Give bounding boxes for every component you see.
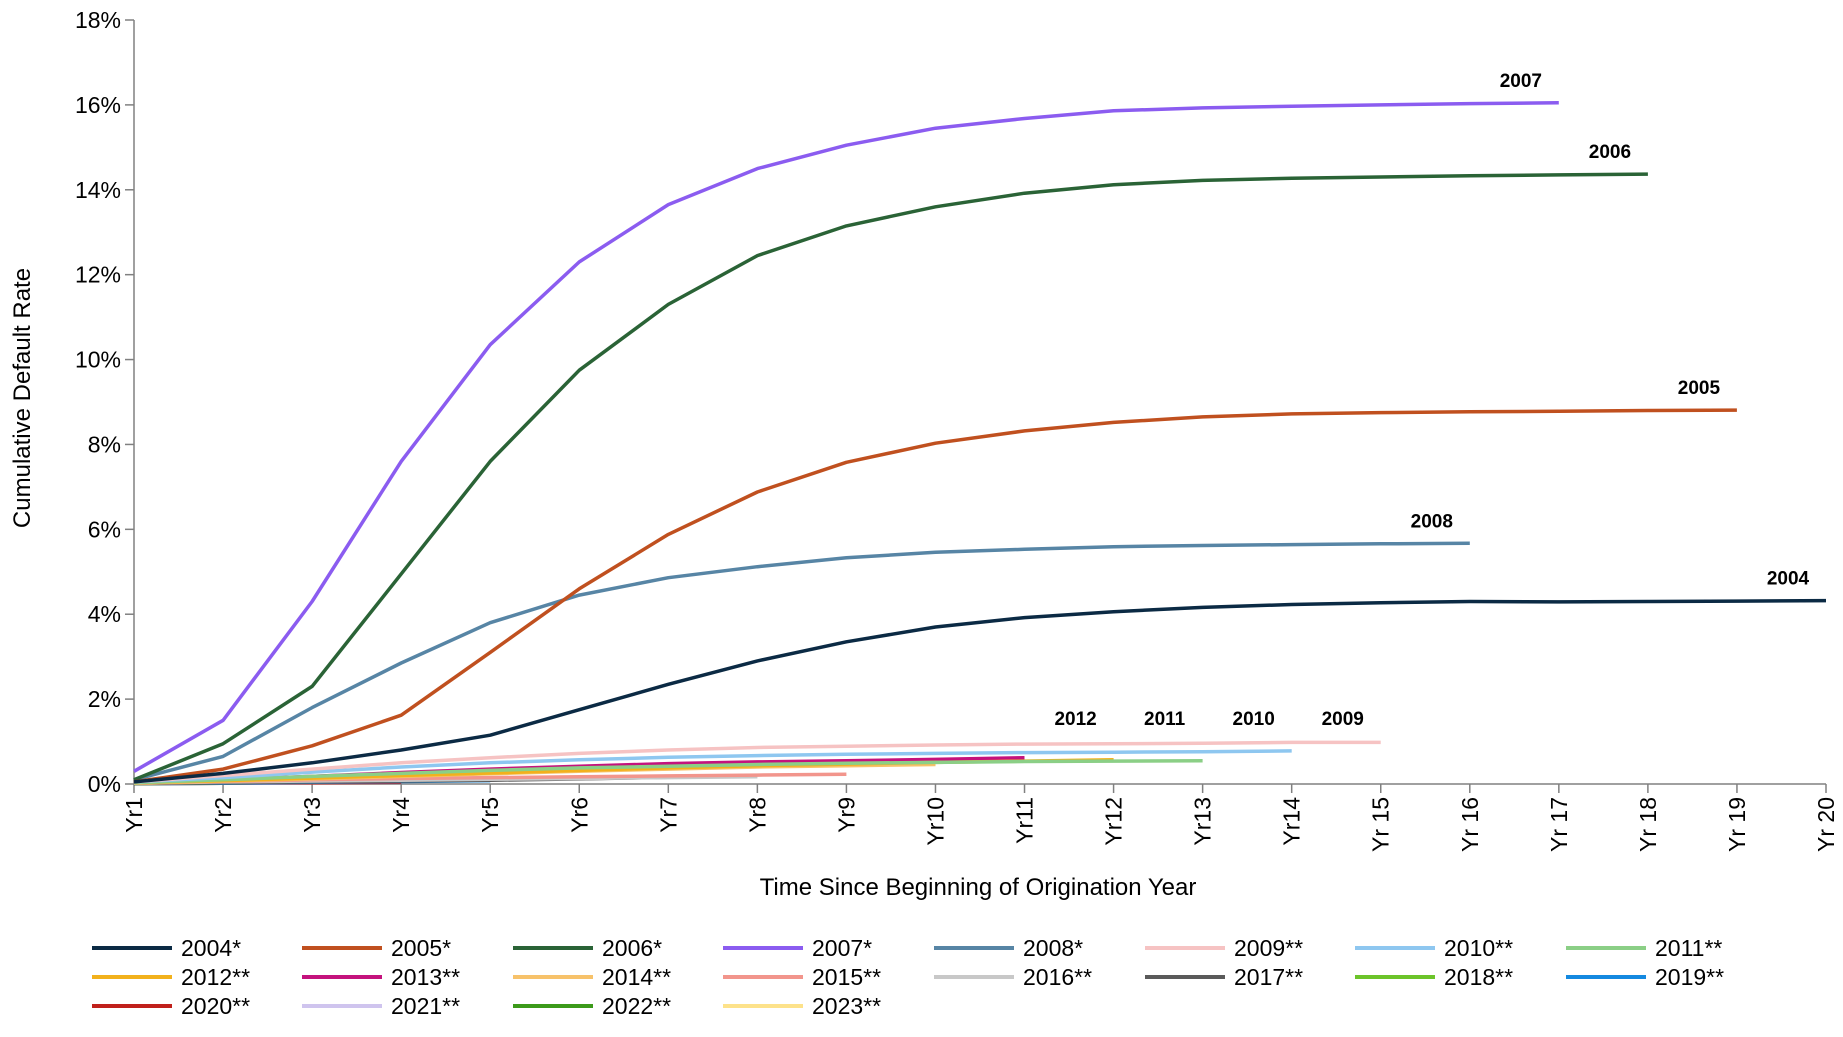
series-end-label: 2010 bbox=[1233, 709, 1275, 730]
x-axis-title: Time Since Beginning of Origination Year bbox=[760, 874, 1197, 901]
y-tick-label: 10% bbox=[75, 347, 121, 373]
x-tick-label: Yr4 bbox=[388, 797, 414, 833]
legend-label: 2020** bbox=[181, 993, 250, 1019]
x-tick-label: Yr12 bbox=[1101, 797, 1127, 846]
series-end-label: 2011 bbox=[1144, 709, 1186, 730]
legend-label: 2007* bbox=[812, 935, 872, 961]
series-end-label: 2006 bbox=[1589, 142, 1631, 163]
series-line-2005 bbox=[134, 410, 1737, 782]
legend-label: 2006* bbox=[602, 935, 662, 961]
x-tick-label: Yr 15 bbox=[1368, 797, 1394, 852]
y-tick-label: 12% bbox=[75, 262, 121, 288]
legend-label: 2010** bbox=[1444, 935, 1513, 961]
end-labels: 2004 2005 2006 2007 2008 2009 2010 2011 2012 bbox=[1054, 71, 1809, 730]
x-tick-label: Yr9 bbox=[833, 797, 859, 833]
series-line-2006 bbox=[134, 174, 1648, 780]
legend-label: 2012** bbox=[181, 964, 250, 990]
legend-label: 2008* bbox=[1023, 935, 1083, 961]
y-tick-label: 8% bbox=[88, 431, 121, 457]
x-tick-label: Yr14 bbox=[1279, 797, 1305, 846]
x-tick-label: Yr 16 bbox=[1457, 797, 1483, 852]
series-layer bbox=[134, 103, 1826, 784]
legend-label: 2004* bbox=[181, 935, 241, 961]
legend: 2004* 2005* 2006* 2007* 2008* 2009** 2010** 201… bbox=[92, 935, 1724, 1019]
x-tick-label: Yr6 bbox=[566, 797, 592, 833]
legend-label: 2018** bbox=[1444, 964, 1513, 990]
series-end-label: 2008 bbox=[1411, 511, 1453, 532]
legend-label: 2015** bbox=[812, 964, 881, 990]
legend-label: 2005* bbox=[391, 935, 451, 961]
series-end-label: 2007 bbox=[1500, 71, 1542, 92]
y-tick-label: 0% bbox=[88, 771, 121, 797]
y-axis-title: Cumulative Default Rate bbox=[9, 268, 36, 528]
x-tick-label: Yr2 bbox=[210, 797, 236, 833]
x-tick-label: Yr 18 bbox=[1635, 797, 1661, 852]
axes: 0% 2% 4% 6% 8% 10% 12% 14% 16% 18% Yr1 Yr2 Yr3 Yr4 Yr5… bbox=[75, 7, 1839, 852]
series-end-label: 2009 bbox=[1322, 709, 1364, 730]
legend-label: 2022** bbox=[602, 993, 671, 1019]
y-tick-label: 14% bbox=[75, 177, 121, 203]
x-tick-label: Yr1 bbox=[121, 797, 147, 833]
y-tick-label: 6% bbox=[88, 516, 121, 542]
legend-label: 2014** bbox=[602, 964, 671, 990]
legend-label: 2019** bbox=[1655, 964, 1724, 990]
legend-label: 2017** bbox=[1234, 964, 1303, 990]
legend-label: 2021** bbox=[391, 993, 460, 1019]
y-tick-label: 16% bbox=[75, 92, 121, 118]
x-tick-label: Yr8 bbox=[744, 797, 770, 833]
x-tick-label: Yr11 bbox=[1012, 797, 1038, 844]
x-tick-label: Yr 17 bbox=[1546, 797, 1572, 852]
series-end-label: 2012 bbox=[1054, 709, 1096, 730]
series-line-2007 bbox=[134, 103, 1559, 772]
series-end-label: 2004 bbox=[1767, 569, 1810, 590]
x-tick-label: Yr10 bbox=[922, 797, 948, 846]
legend-label: 2011** bbox=[1655, 935, 1722, 961]
legend-label: 2009** bbox=[1234, 935, 1303, 961]
y-tick-label: 2% bbox=[88, 686, 121, 712]
x-tick-label: Yr7 bbox=[655, 797, 681, 833]
y-tick-label: 4% bbox=[88, 601, 121, 627]
series-end-label: 2005 bbox=[1678, 378, 1721, 399]
x-tick-label: Yr 20 bbox=[1813, 797, 1839, 852]
y-tick-label: 18% bbox=[75, 7, 121, 33]
x-tick-label: Yr13 bbox=[1190, 797, 1216, 846]
x-tick-label: Yr3 bbox=[299, 797, 325, 833]
x-tick-label: Yr 19 bbox=[1724, 797, 1750, 852]
legend-label: 2013** bbox=[391, 964, 460, 990]
legend-label: 2023** bbox=[812, 993, 881, 1019]
legend-label: 2016** bbox=[1023, 964, 1092, 990]
x-tick-label: Yr5 bbox=[477, 797, 503, 833]
